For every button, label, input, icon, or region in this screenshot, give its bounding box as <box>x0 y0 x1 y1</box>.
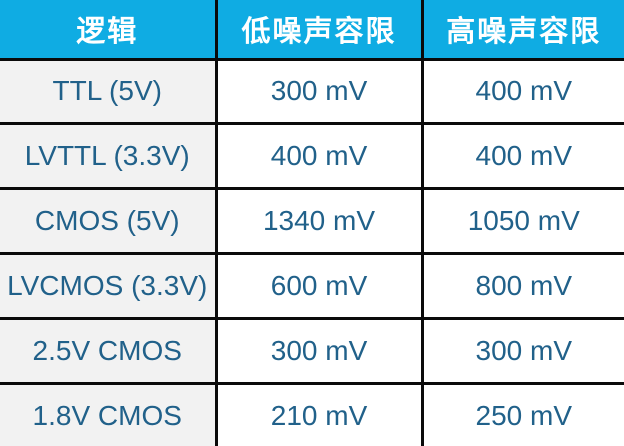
high-noise-margin-cell: 1050 mV <box>422 188 624 256</box>
logic-cell: 2.5V CMOS <box>0 318 218 386</box>
low-noise-margin-cell: 210 mV <box>216 383 424 446</box>
table-body: TTL (5V) 300 mV 400 mV LVTTL (3.3V) 400 … <box>0 59 624 446</box>
low-noise-margin-cell: 1340 mV <box>216 188 424 256</box>
high-noise-margin-cell: 400 mV <box>422 123 624 191</box>
logic-cell: LVCMOS (3.3V) <box>0 253 218 321</box>
table-header: 逻辑 低噪声容限 高噪声容限 <box>0 0 624 61</box>
table-row: 2.5V CMOS 300 mV 300 mV <box>0 318 624 386</box>
low-noise-margin-cell: 300 mV <box>216 318 424 386</box>
table-row: LVCMOS (3.3V) 600 mV 800 mV <box>0 253 624 321</box>
table-row: 1.8V CMOS 210 mV 250 mV <box>0 383 624 446</box>
logic-cell: LVTTL (3.3V) <box>0 123 218 191</box>
low-noise-margin-cell: 300 mV <box>216 59 424 126</box>
table-row: CMOS (5V) 1340 mV 1050 mV <box>0 188 624 256</box>
high-noise-margin-cell: 400 mV <box>422 59 624 126</box>
high-noise-margin-cell: 800 mV <box>422 253 624 321</box>
table-row: LVTTL (3.3V) 400 mV 400 mV <box>0 123 624 191</box>
logic-cell: TTL (5V) <box>0 59 218 126</box>
high-noise-margin-cell: 250 mV <box>422 383 624 446</box>
column-header-high-noise-margin: 高噪声容限 <box>422 0 624 61</box>
column-header-logic: 逻辑 <box>0 0 218 61</box>
logic-cell: CMOS (5V) <box>0 188 218 256</box>
low-noise-margin-cell: 600 mV <box>216 253 424 321</box>
high-noise-margin-cell: 300 mV <box>422 318 624 386</box>
column-header-low-noise-margin: 低噪声容限 <box>216 0 424 61</box>
low-noise-margin-cell: 400 mV <box>216 123 424 191</box>
logic-cell: 1.8V CMOS <box>0 383 218 446</box>
table-row: TTL (5V) 300 mV 400 mV <box>0 59 624 126</box>
header-row: 逻辑 低噪声容限 高噪声容限 <box>0 0 624 61</box>
